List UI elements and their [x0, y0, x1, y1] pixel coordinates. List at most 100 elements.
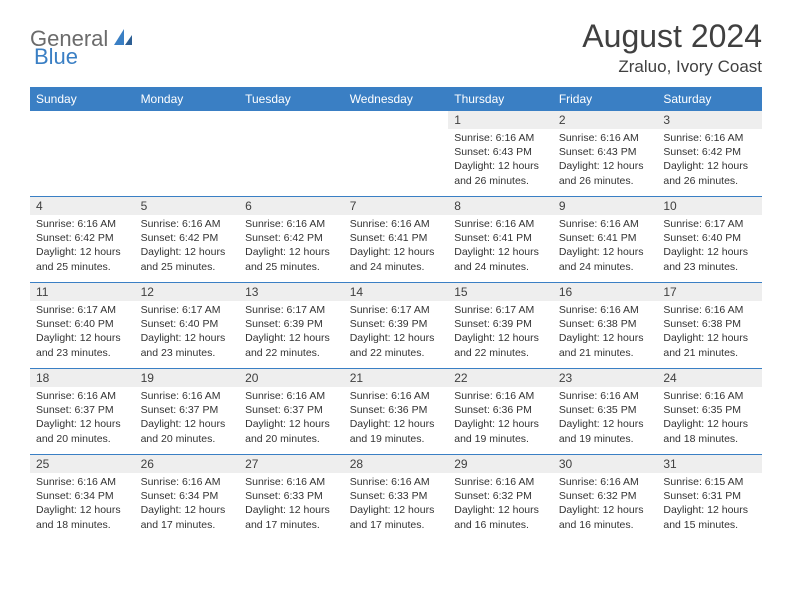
day-number: 29 — [448, 455, 553, 473]
sunset-text: Sunset: 6:39 PM — [454, 317, 547, 331]
sunrise-text: Sunrise: 6:16 AM — [141, 217, 234, 231]
month-title: August 2024 — [582, 18, 762, 55]
sunrise-text: Sunrise: 6:16 AM — [245, 389, 338, 403]
day-header: Friday — [553, 88, 658, 111]
calendar-cell: 4Sunrise: 6:16 AMSunset: 6:42 PMDaylight… — [30, 197, 135, 283]
calendar-cell — [135, 111, 240, 197]
daylight-text: Daylight: 12 hours and 22 minutes. — [245, 331, 338, 359]
day-number: 28 — [344, 455, 449, 473]
day-content: Sunrise: 6:16 AMSunset: 6:43 PMDaylight:… — [553, 129, 658, 192]
day-header: Saturday — [657, 88, 762, 111]
sunset-text: Sunset: 6:38 PM — [559, 317, 652, 331]
calendar-cell: 8Sunrise: 6:16 AMSunset: 6:41 PMDaylight… — [448, 197, 553, 283]
calendar-cell: 27Sunrise: 6:16 AMSunset: 6:33 PMDayligh… — [239, 455, 344, 541]
day-number: 17 — [657, 283, 762, 301]
day-content: Sunrise: 6:16 AMSunset: 6:38 PMDaylight:… — [553, 301, 658, 364]
sunrise-text: Sunrise: 6:16 AM — [36, 475, 129, 489]
calendar-cell: 16Sunrise: 6:16 AMSunset: 6:38 PMDayligh… — [553, 283, 658, 369]
sunrise-text: Sunrise: 6:16 AM — [245, 217, 338, 231]
calendar-cell: 12Sunrise: 6:17 AMSunset: 6:40 PMDayligh… — [135, 283, 240, 369]
day-content: Sunrise: 6:16 AMSunset: 6:32 PMDaylight:… — [553, 473, 658, 536]
sunset-text: Sunset: 6:39 PM — [245, 317, 338, 331]
sunrise-text: Sunrise: 6:17 AM — [663, 217, 756, 231]
day-number — [30, 111, 135, 129]
day-number: 30 — [553, 455, 658, 473]
calendar-cell: 1Sunrise: 6:16 AMSunset: 6:43 PMDaylight… — [448, 111, 553, 197]
sunset-text: Sunset: 6:42 PM — [36, 231, 129, 245]
calendar-cell: 13Sunrise: 6:17 AMSunset: 6:39 PMDayligh… — [239, 283, 344, 369]
day-content: Sunrise: 6:16 AMSunset: 6:38 PMDaylight:… — [657, 301, 762, 364]
sunset-text: Sunset: 6:34 PM — [141, 489, 234, 503]
calendar-cell: 24Sunrise: 6:16 AMSunset: 6:35 PMDayligh… — [657, 369, 762, 455]
day-number: 22 — [448, 369, 553, 387]
daylight-text: Daylight: 12 hours and 24 minutes. — [454, 245, 547, 273]
day-content: Sunrise: 6:16 AMSunset: 6:34 PMDaylight:… — [135, 473, 240, 536]
calendar-cell — [30, 111, 135, 197]
day-content: Sunrise: 6:16 AMSunset: 6:35 PMDaylight:… — [553, 387, 658, 450]
sunset-text: Sunset: 6:32 PM — [454, 489, 547, 503]
calendar-cell: 25Sunrise: 6:16 AMSunset: 6:34 PMDayligh… — [30, 455, 135, 541]
daylight-text: Daylight: 12 hours and 20 minutes. — [141, 417, 234, 445]
day-content: Sunrise: 6:16 AMSunset: 6:35 PMDaylight:… — [657, 387, 762, 450]
day-content: Sunrise: 6:16 AMSunset: 6:42 PMDaylight:… — [135, 215, 240, 278]
sunset-text: Sunset: 6:37 PM — [36, 403, 129, 417]
sunset-text: Sunset: 6:41 PM — [559, 231, 652, 245]
sunset-text: Sunset: 6:40 PM — [141, 317, 234, 331]
daylight-text: Daylight: 12 hours and 19 minutes. — [454, 417, 547, 445]
daylight-text: Daylight: 12 hours and 18 minutes. — [663, 417, 756, 445]
daylight-text: Daylight: 12 hours and 21 minutes. — [663, 331, 756, 359]
day-header: Monday — [135, 88, 240, 111]
day-number — [239, 111, 344, 129]
sunset-text: Sunset: 6:42 PM — [245, 231, 338, 245]
day-number: 26 — [135, 455, 240, 473]
logo-sail-icon — [112, 27, 134, 52]
day-header: Sunday — [30, 88, 135, 111]
title-block: August 2024 Zraluo, Ivory Coast — [582, 18, 762, 77]
calendar-week-row: 1Sunrise: 6:16 AMSunset: 6:43 PMDaylight… — [30, 111, 762, 197]
calendar-week-row: 4Sunrise: 6:16 AMSunset: 6:42 PMDaylight… — [30, 197, 762, 283]
calendar-cell: 28Sunrise: 6:16 AMSunset: 6:33 PMDayligh… — [344, 455, 449, 541]
sunset-text: Sunset: 6:39 PM — [350, 317, 443, 331]
day-content: Sunrise: 6:17 AMSunset: 6:39 PMDaylight:… — [448, 301, 553, 364]
day-content: Sunrise: 6:16 AMSunset: 6:42 PMDaylight:… — [239, 215, 344, 278]
sunrise-text: Sunrise: 6:16 AM — [559, 389, 652, 403]
day-content: Sunrise: 6:16 AMSunset: 6:43 PMDaylight:… — [448, 129, 553, 192]
sunrise-text: Sunrise: 6:16 AM — [454, 131, 547, 145]
daylight-text: Daylight: 12 hours and 20 minutes. — [36, 417, 129, 445]
day-content: Sunrise: 6:17 AMSunset: 6:40 PMDaylight:… — [657, 215, 762, 278]
calendar-week-row: 18Sunrise: 6:16 AMSunset: 6:37 PMDayligh… — [30, 369, 762, 455]
calendar-cell: 3Sunrise: 6:16 AMSunset: 6:42 PMDaylight… — [657, 111, 762, 197]
day-number: 13 — [239, 283, 344, 301]
sunset-text: Sunset: 6:37 PM — [245, 403, 338, 417]
day-number: 27 — [239, 455, 344, 473]
daylight-text: Daylight: 12 hours and 25 minutes. — [245, 245, 338, 273]
day-number: 31 — [657, 455, 762, 473]
day-number: 6 — [239, 197, 344, 215]
day-number: 7 — [344, 197, 449, 215]
sunset-text: Sunset: 6:40 PM — [663, 231, 756, 245]
day-number: 23 — [553, 369, 658, 387]
day-number: 10 — [657, 197, 762, 215]
sunrise-text: Sunrise: 6:16 AM — [663, 131, 756, 145]
calendar-week-row: 11Sunrise: 6:17 AMSunset: 6:40 PMDayligh… — [30, 283, 762, 369]
daylight-text: Daylight: 12 hours and 18 minutes. — [36, 503, 129, 531]
sunrise-text: Sunrise: 6:16 AM — [559, 475, 652, 489]
day-content: Sunrise: 6:17 AMSunset: 6:39 PMDaylight:… — [239, 301, 344, 364]
day-content: Sunrise: 6:17 AMSunset: 6:39 PMDaylight:… — [344, 301, 449, 364]
day-content: Sunrise: 6:16 AMSunset: 6:41 PMDaylight:… — [553, 215, 658, 278]
sunset-text: Sunset: 6:40 PM — [36, 317, 129, 331]
daylight-text: Daylight: 12 hours and 19 minutes. — [559, 417, 652, 445]
sunrise-text: Sunrise: 6:17 AM — [36, 303, 129, 317]
sunset-text: Sunset: 6:36 PM — [350, 403, 443, 417]
calendar-cell: 29Sunrise: 6:16 AMSunset: 6:32 PMDayligh… — [448, 455, 553, 541]
sunrise-text: Sunrise: 6:17 AM — [245, 303, 338, 317]
sunrise-text: Sunrise: 6:16 AM — [141, 389, 234, 403]
calendar-body: 1Sunrise: 6:16 AMSunset: 6:43 PMDaylight… — [30, 111, 762, 541]
daylight-text: Daylight: 12 hours and 26 minutes. — [663, 159, 756, 187]
calendar-cell: 20Sunrise: 6:16 AMSunset: 6:37 PMDayligh… — [239, 369, 344, 455]
day-content: Sunrise: 6:16 AMSunset: 6:34 PMDaylight:… — [30, 473, 135, 536]
sunrise-text: Sunrise: 6:16 AM — [350, 475, 443, 489]
daylight-text: Daylight: 12 hours and 25 minutes. — [36, 245, 129, 273]
sunrise-text: Sunrise: 6:16 AM — [141, 475, 234, 489]
sunrise-text: Sunrise: 6:15 AM — [663, 475, 756, 489]
